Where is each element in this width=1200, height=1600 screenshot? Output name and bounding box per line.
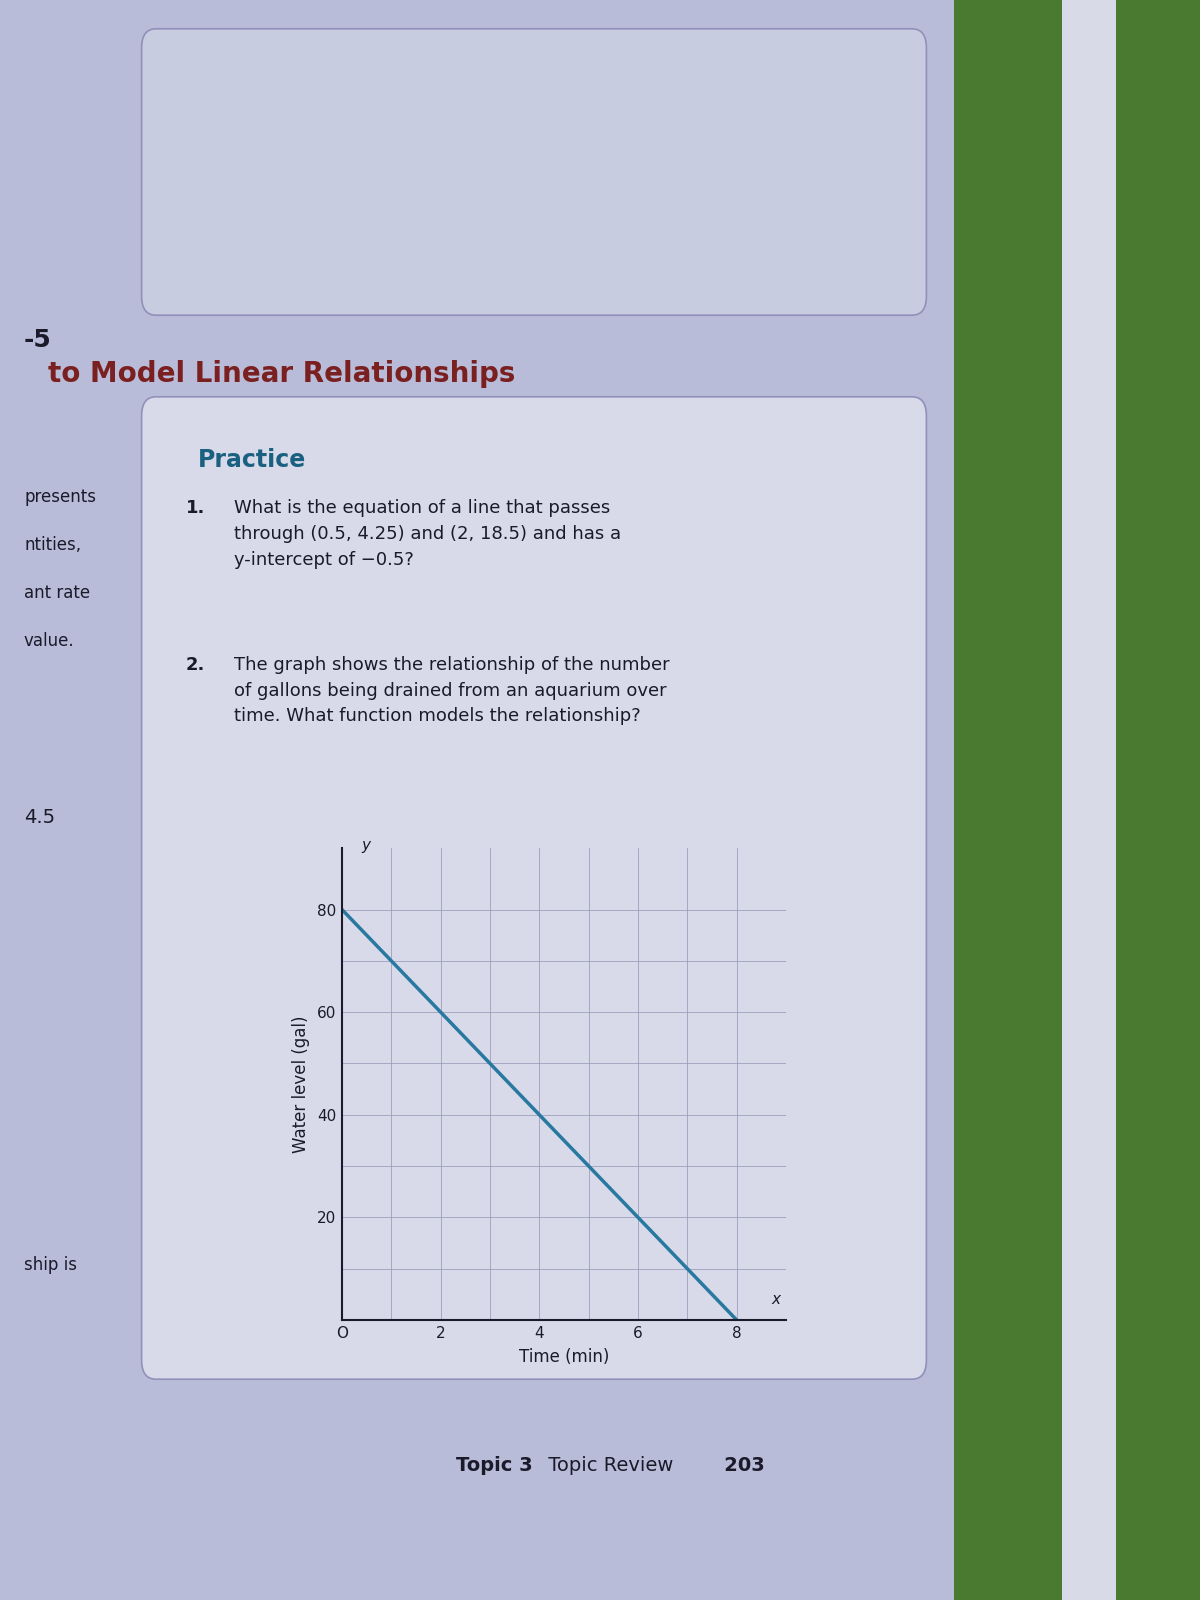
Text: 2.: 2. — [186, 656, 205, 674]
Text: 4.5: 4.5 — [24, 808, 55, 827]
Text: ntities,: ntities, — [24, 536, 82, 554]
FancyBboxPatch shape — [142, 29, 926, 315]
Bar — [1116, 0, 1200, 1600]
Y-axis label: Water level (gal): Water level (gal) — [292, 1016, 310, 1152]
Text: ship is: ship is — [24, 1256, 77, 1274]
Text: What is the equation of a line that passes
through (0.5, 4.25) and (2, 18.5) and: What is the equation of a line that pass… — [234, 499, 622, 568]
Text: value.: value. — [24, 632, 74, 650]
FancyBboxPatch shape — [142, 397, 926, 1379]
Bar — [1062, 0, 1116, 1600]
Text: Topic 3: Topic 3 — [456, 1456, 533, 1475]
Bar — [954, 0, 1062, 1600]
X-axis label: Time (min): Time (min) — [518, 1347, 610, 1365]
Text: 1.: 1. — [186, 499, 205, 517]
Text: presents: presents — [24, 488, 96, 506]
Text: y: y — [361, 838, 371, 853]
Text: Practice: Practice — [198, 448, 306, 472]
Text: to Model Linear Relationships: to Model Linear Relationships — [48, 360, 515, 387]
Text: 203: 203 — [704, 1456, 766, 1475]
Text: Topic Review: Topic Review — [542, 1456, 673, 1475]
Text: ant rate: ant rate — [24, 584, 90, 602]
Text: The graph shows the relationship of the number
of gallons being drained from an : The graph shows the relationship of the … — [234, 656, 670, 725]
Text: -5: -5 — [24, 328, 52, 352]
Text: x: x — [772, 1293, 780, 1307]
